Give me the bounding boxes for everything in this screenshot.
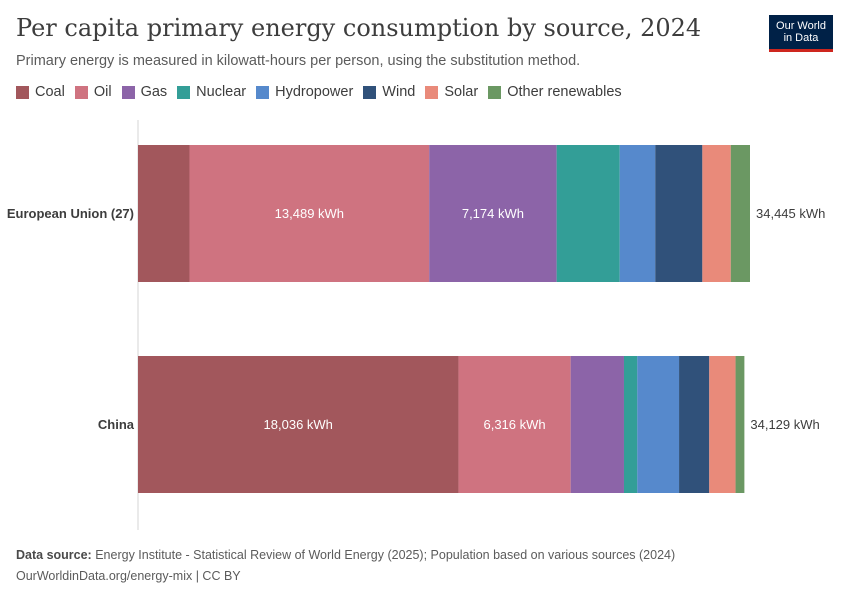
chart-subtitle: Primary energy is measured in kilowatt-h… xyxy=(16,53,581,69)
total-label-china: 34,129 kWh xyxy=(750,417,819,432)
legend-label: Solar xyxy=(444,84,479,100)
legend-swatch xyxy=(425,85,439,99)
legend-item-wind[interactable]: Wind xyxy=(363,84,415,100)
legend-swatch xyxy=(488,85,502,99)
legend-label: Hydropower xyxy=(275,84,354,100)
bar-segment-china-hydropower xyxy=(637,356,680,493)
total-label-european-union-27: 34,445 kWh xyxy=(756,206,825,221)
legend-item-solar[interactable]: Solar xyxy=(425,84,478,100)
url-license-line[interactable]: OurWorldinData.org/energy-mix | CC BY xyxy=(16,569,241,583)
legend-swatch xyxy=(121,85,135,99)
legend-label: Other renewables xyxy=(507,84,622,100)
bar-segment-european-union-27-nuclear xyxy=(556,145,620,282)
bar-segment-european-union-27-hydropower xyxy=(619,145,656,282)
legend-item-gas[interactable]: Gas xyxy=(121,84,168,100)
legend-label: Coal xyxy=(35,84,65,100)
bar-segment-china-nuclear xyxy=(623,356,638,493)
logo-line-1: Our World xyxy=(776,20,826,32)
bar-segment-china-coal xyxy=(138,356,459,493)
bar-segment-european-union-27-solar xyxy=(702,145,731,282)
logo-line-2: in Data xyxy=(783,32,819,44)
legend-swatch xyxy=(16,85,29,99)
bar-segment-european-union-27-gas xyxy=(429,145,557,282)
legend-label: Gas xyxy=(140,84,168,100)
bar-segment-china-oil xyxy=(458,356,571,493)
bar-segment-china-gas xyxy=(570,356,624,493)
bar-segment-european-union-27-oil xyxy=(189,145,430,282)
bar-segment-european-union-27-wind xyxy=(655,145,703,282)
data-label-china-coal: 18,036 kWh xyxy=(264,417,333,432)
data-label-china-oil: 6,316 kWh xyxy=(483,417,545,432)
legend-item-other-renewables[interactable]: Other renewables xyxy=(488,84,622,100)
legend-label: Nuclear xyxy=(196,84,247,100)
legend-item-nuclear[interactable]: Nuclear xyxy=(177,84,246,100)
bar-segment-china-solar xyxy=(709,356,736,493)
legend-label: Wind xyxy=(382,84,416,100)
chart-legend: Coal Oil Gas Nuclear Hydropower Wind Solar Othe… xyxy=(16,84,632,100)
legend-swatch xyxy=(256,85,270,99)
legend-item-coal[interactable]: Coal xyxy=(16,84,65,100)
data-source-label: Data source: xyxy=(16,548,92,562)
bar-segment-european-union-27-other-renewables xyxy=(730,145,750,282)
legend-item-hydropower[interactable]: Hydropower xyxy=(256,84,353,100)
data-label-european-union-27-oil: 13,489 kWh xyxy=(275,206,344,221)
data-source-text: Energy Institute - Statistical Review of… xyxy=(91,548,676,562)
data-source-line: Data source: Energy Institute - Statisti… xyxy=(16,548,675,562)
chart-title: Per capita primary energy consumption by… xyxy=(16,14,702,42)
owid-logo[interactable]: Our World in Data xyxy=(769,15,833,52)
data-label-european-union-27-gas: 7,174 kWh xyxy=(462,206,524,221)
bar-segment-china-wind xyxy=(679,356,710,493)
bar-segment-european-union-27-coal xyxy=(138,145,190,282)
category-label-china: China xyxy=(98,417,135,432)
bar-segment-china-other-renewables xyxy=(735,356,745,493)
legend-swatch xyxy=(363,85,377,99)
category-label-european-union-27: European Union (27) xyxy=(7,206,134,221)
legend-item-oil[interactable]: Oil xyxy=(74,84,112,100)
legend-label: Oil xyxy=(93,84,112,100)
legend-swatch xyxy=(74,85,88,99)
legend-swatch xyxy=(177,85,191,99)
